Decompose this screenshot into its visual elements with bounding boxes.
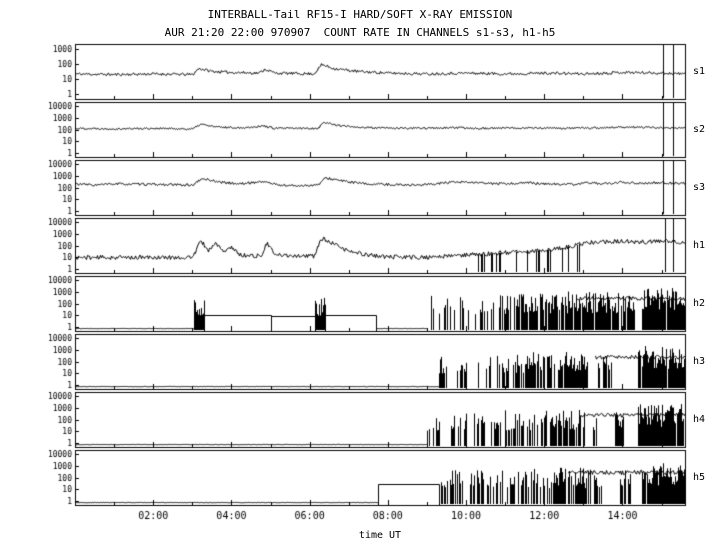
channel-label-s3: s3 xyxy=(693,181,706,193)
channel-label-h5: h5 xyxy=(693,471,706,483)
x-axis-label: time UT xyxy=(358,530,402,541)
channel-label-h3: h3 xyxy=(693,355,706,367)
channel-label-h2: h2 xyxy=(693,297,706,309)
channel-label-s1: s1 xyxy=(693,65,706,77)
channel-label-h1: h1 xyxy=(693,239,706,251)
figure-subtitle: AUR 21:20 22:00 970907 COUNT RATE IN CHA… xyxy=(164,26,556,39)
figure-title: INTERBALL-Tail RF15-I HARD/SOFT X-RAY EM… xyxy=(207,8,513,21)
channel-label-s2: s2 xyxy=(693,123,706,135)
channel-label-h4: h4 xyxy=(693,413,706,425)
